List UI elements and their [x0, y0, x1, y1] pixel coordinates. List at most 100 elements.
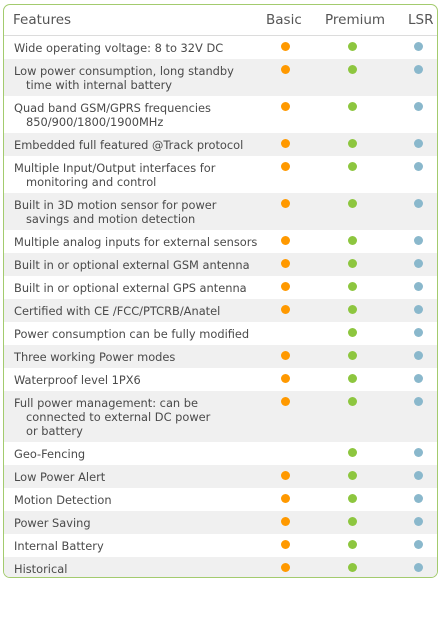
basic-check-dot [281, 282, 290, 291]
feature-label: Power Saving [14, 516, 91, 530]
basic-check-dot [281, 65, 290, 74]
premium-check-dot [348, 139, 357, 148]
premium-check-dot [348, 102, 357, 111]
feature-label-line: Geo-Fencing [14, 447, 86, 461]
lsr-check-dot [414, 448, 423, 457]
basic-check-dot [281, 374, 290, 383]
basic-check-dot [281, 540, 290, 549]
feature-label-line: monitoring and control [26, 175, 157, 189]
basic-check-dot [281, 351, 290, 360]
table-row: Motion Detection [4, 488, 437, 511]
table-row: Historical [4, 557, 437, 577]
lsr-check-dot [414, 199, 423, 208]
features-column-header: Features [13, 12, 72, 28]
basic-check-dot [281, 139, 290, 148]
basic-check-dot [281, 517, 290, 526]
feature-label: Multiple Input/Output interfaces for moni… [14, 161, 215, 189]
basic-check-dot [281, 236, 290, 245]
feature-label: Waterproof level 1PX6 [14, 373, 141, 387]
lsr-check-dot [414, 397, 423, 406]
feature-label-line: Built in 3D motion sensor for power [14, 198, 217, 212]
feature-label-line: savings and motion detection [26, 212, 196, 226]
feature-label-line: or battery [26, 424, 83, 438]
feature-label: Built in or optional external GSM antenn… [14, 258, 250, 272]
feature-label-line: Built in or optional external GPS antenn… [14, 281, 247, 295]
premium-check-dot [348, 494, 357, 503]
lsr-check-dot [414, 471, 423, 480]
feature-label-line: Power Saving [14, 516, 91, 530]
premium-check-dot [348, 471, 357, 480]
feature-label: Multiple analog inputs for external sens… [14, 235, 257, 249]
feature-label: Power consumption can be fully modified [14, 327, 249, 341]
premium-check-dot [348, 328, 357, 337]
feature-label: Full power management: can be connected t… [14, 396, 210, 438]
feature-label-line: Historical [14, 562, 68, 576]
lsr-column-header: LSR [408, 12, 434, 28]
feature-label-line: connected to external DC power [26, 410, 211, 424]
premium-check-dot [348, 540, 357, 549]
feature-label-line: Power consumption can be fully modified [14, 327, 250, 341]
feature-label-line: Multiple Input/Output interfaces for [14, 161, 216, 175]
feature-label-line: Wide operating voltage: 8 to 32V DC [14, 41, 224, 55]
feature-label-line: Low power consumption, long standby [14, 64, 234, 78]
table-row: Built in or optional external GSM antenn… [4, 253, 437, 276]
lsr-check-dot [414, 517, 423, 526]
lsr-check-dot [414, 162, 423, 171]
lsr-check-dot [414, 65, 423, 74]
lsr-check-dot [414, 494, 423, 503]
feature-label: Low power consumption, long standby time … [14, 64, 234, 92]
basic-check-dot [281, 305, 290, 314]
premium-check-dot [348, 282, 357, 291]
feature-label-line: 850/900/1800/1900MHz [26, 115, 164, 129]
feature-label-line: Motion Detection [14, 493, 112, 507]
feature-comparison-table: Features Basic Premium LSR Wide operatin… [3, 4, 438, 578]
lsr-check-dot [414, 42, 423, 51]
feature-label-line: Multiple analog inputs for external sens… [14, 235, 258, 249]
lsr-check-dot [414, 540, 423, 549]
lsr-check-dot [414, 259, 423, 268]
premium-check-dot [348, 236, 357, 245]
feature-label-line: Embedded full featured @Track protocol [14, 138, 244, 152]
premium-check-dot [348, 259, 357, 268]
feature-label-line: Built in or optional external GSM antenn… [14, 258, 250, 272]
feature-label-line: time with internal battery [26, 78, 173, 92]
table-row: Multiple Input/Output interfaces for moni… [4, 156, 437, 193]
lsr-check-dot [414, 305, 423, 314]
lsr-check-dot [414, 236, 423, 245]
feature-label: Built in 3D motion sensor for power savin… [14, 198, 216, 226]
feature-label-line: Full power management: can be [14, 396, 199, 410]
lsr-check-dot [414, 282, 423, 291]
feature-label: Geo-Fencing [14, 447, 85, 461]
feature-label-line: Certified with CE /FCC/PTCRB/Anatel [14, 304, 221, 318]
premium-check-dot [348, 199, 357, 208]
table-row: Built in 3D motion sensor for power savin… [4, 193, 437, 230]
basic-check-dot [281, 563, 290, 572]
basic-check-dot [281, 102, 290, 111]
table-row: Certified with CE /FCC/PTCRB/Anatel [4, 299, 437, 322]
table-row: Power consumption can be fully modified [4, 322, 437, 345]
lsr-check-dot [414, 563, 423, 572]
feature-label-line: Quad band GSM/GPRS frequencies [14, 101, 211, 115]
table-row: Low Power Alert [4, 465, 437, 488]
table-row: Quad band GSM/GPRS frequencies 850/900/18… [4, 96, 437, 133]
premium-check-dot [348, 351, 357, 360]
basic-check-dot [281, 42, 290, 51]
table-row: Multiple analog inputs for external sens… [4, 230, 437, 253]
table-row: Geo-Fencing [4, 442, 437, 465]
feature-label-line: Waterproof level 1PX6 [14, 373, 141, 387]
premium-check-dot [348, 397, 357, 406]
premium-check-dot [348, 374, 357, 383]
feature-label-line: Three working Power modes [14, 350, 176, 364]
lsr-check-dot [414, 328, 423, 337]
lsr-check-dot [414, 102, 423, 111]
feature-label: Historical [14, 562, 67, 576]
feature-label-line: Low Power Alert [14, 470, 106, 484]
table-header: Features Basic Premium LSR [4, 5, 437, 36]
table-row: Internal Battery [4, 534, 437, 557]
table-row: Embedded full featured @Track protocol [4, 133, 437, 156]
feature-label: Certified with CE /FCC/PTCRB/Anatel [14, 304, 220, 318]
feature-label-line: Internal Battery [14, 539, 104, 553]
premium-check-dot [348, 448, 357, 457]
feature-label: Wide operating voltage: 8 to 32V DC [14, 41, 223, 55]
table-row: Waterproof level 1PX6 [4, 368, 437, 391]
